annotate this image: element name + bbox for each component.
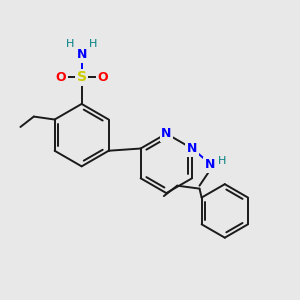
Text: S: S	[76, 70, 87, 84]
Text: H: H	[66, 40, 74, 50]
Text: N: N	[205, 158, 215, 171]
Text: O: O	[97, 71, 108, 84]
Text: N: N	[187, 142, 197, 155]
Text: H: H	[218, 156, 226, 166]
Text: N: N	[76, 48, 87, 62]
Text: H: H	[89, 40, 98, 50]
Text: O: O	[56, 71, 66, 84]
Text: N: N	[161, 127, 172, 140]
